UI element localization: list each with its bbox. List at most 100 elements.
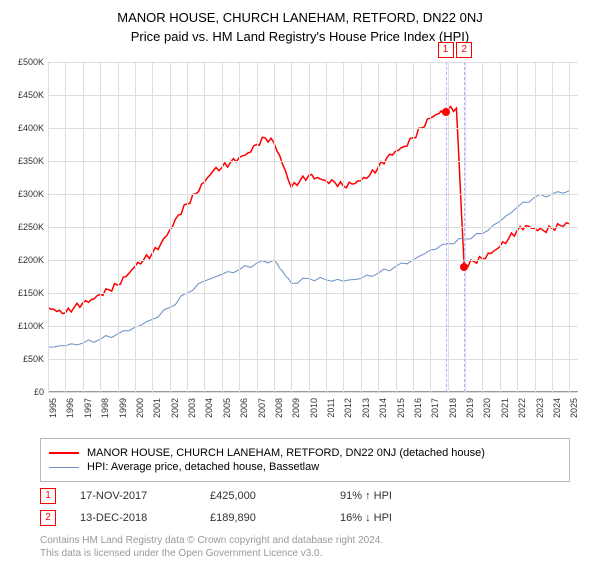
y-tick-label: £100K <box>4 321 44 331</box>
x-tick-label: 1996 <box>65 398 75 418</box>
gridline-v <box>535 62 536 392</box>
gridline-v <box>326 62 327 392</box>
x-tick-label: 2017 <box>430 398 440 418</box>
y-tick-label: £50K <box>4 354 44 364</box>
y-tick-label: £450K <box>4 90 44 100</box>
x-tick-label: 2001 <box>152 398 162 418</box>
events-table: 117-NOV-2017£425,00091% ↑ HPI 2 13-DEC-201… <box>40 488 460 532</box>
gridline-v <box>309 62 310 392</box>
x-tick-label: 2005 <box>222 398 232 418</box>
x-tick-label: 2012 <box>343 398 353 418</box>
gridline-v <box>239 62 240 392</box>
chart-subtitle: Price paid vs. HM Land Registry's House … <box>0 29 600 44</box>
y-tick-label: £300K <box>4 189 44 199</box>
gridline-v <box>396 62 397 392</box>
x-tick-label: 2002 <box>170 398 180 418</box>
footer-text: Contains HM Land Registry data © Crown c… <box>40 534 383 560</box>
footer-line2: This data is licensed under the Open Gov… <box>40 547 383 560</box>
marker-label-2: 2 <box>456 42 472 58</box>
event-date: 13-DEC-2018 <box>80 512 210 524</box>
gridline-v <box>413 62 414 392</box>
x-tick-label: 2015 <box>396 398 406 418</box>
legend-item: MANOR HOUSE, CHURCH LANEHAM, RETFORD, DN… <box>49 447 561 459</box>
y-tick-label: £350K <box>4 156 44 166</box>
y-tick-label: £200K <box>4 255 44 265</box>
x-tick-label: 1999 <box>118 398 128 418</box>
marker-line-2 <box>464 62 466 392</box>
x-tick-label: 2011 <box>326 398 336 417</box>
gridline-h <box>48 293 578 294</box>
gridline-v <box>500 62 501 392</box>
gridline-h <box>48 227 578 228</box>
gridline-h <box>48 62 578 63</box>
event-row: 2 13-DEC-2018£189,89016% ↓ HPI <box>40 510 460 526</box>
x-tick-label: 2020 <box>482 398 492 418</box>
legend-box: MANOR HOUSE, CHURCH LANEHAM, RETFORD, DN… <box>40 438 570 482</box>
event-price: £189,890 <box>210 512 340 524</box>
marker-label-1: 1 <box>438 42 454 58</box>
gridline-v <box>222 62 223 392</box>
gridline-h <box>48 260 578 261</box>
gridline-h <box>48 392 578 393</box>
gridline-v <box>430 62 431 392</box>
x-tick-label: 2009 <box>291 398 301 418</box>
marker-dot-2 <box>460 263 468 271</box>
x-tick-label: 2025 <box>569 398 579 418</box>
x-tick-label: 2010 <box>309 398 319 418</box>
x-tick-label: 2008 <box>274 398 284 418</box>
legend-label: HPI: Average price, detached house, Bass… <box>87 461 319 473</box>
gridline-v <box>187 62 188 392</box>
event-marker: 2 <box>40 510 56 526</box>
y-tick-label: £400K <box>4 123 44 133</box>
x-tick-label: 2019 <box>465 398 475 418</box>
legend-swatch <box>49 452 79 454</box>
gridline-v <box>48 62 49 392</box>
gridline-v <box>552 62 553 392</box>
gridline-v <box>378 62 379 392</box>
gridline-h <box>48 128 578 129</box>
x-tick-label: 1998 <box>100 398 110 418</box>
gridline-h <box>48 95 578 96</box>
chart-title: MANOR HOUSE, CHURCH LANEHAM, RETFORD, DN… <box>0 10 600 25</box>
marker-dot-1 <box>442 108 450 116</box>
y-tick-label: £250K <box>4 222 44 232</box>
gridline-v <box>343 62 344 392</box>
event-row: 117-NOV-2017£425,00091% ↑ HPI <box>40 488 460 504</box>
x-tick-label: 2003 <box>187 398 197 418</box>
x-tick-label: 2000 <box>135 398 145 418</box>
gridline-v <box>83 62 84 392</box>
gridline-v <box>569 62 570 392</box>
gridline-v <box>152 62 153 392</box>
gridline-v <box>274 62 275 392</box>
y-tick-label: £150K <box>4 288 44 298</box>
x-tick-label: 2014 <box>378 398 388 418</box>
x-tick-label: 2018 <box>448 398 458 418</box>
x-tick-label: 1997 <box>83 398 93 418</box>
gridline-h <box>48 161 578 162</box>
event-marker: 1 <box>40 488 56 504</box>
event-price: £425,000 <box>210 490 340 502</box>
gridline-v <box>135 62 136 392</box>
x-tick-label: 2021 <box>500 398 510 418</box>
gridline-h <box>48 359 578 360</box>
x-tick-label: 1995 <box>48 398 58 418</box>
x-tick-label: 2023 <box>535 398 545 418</box>
gridline-v <box>118 62 119 392</box>
event-hpi: 91% ↑ HPI <box>340 490 460 502</box>
x-tick-label: 2004 <box>204 398 214 418</box>
y-tick-label: £0 <box>4 387 44 397</box>
gridline-h <box>48 194 578 195</box>
gridline-v <box>100 62 101 392</box>
gridline-v <box>170 62 171 392</box>
gridline-v <box>361 62 362 392</box>
x-tick-label: 2013 <box>361 398 371 418</box>
event-hpi: 16% ↓ HPI <box>340 512 460 524</box>
x-tick-label: 2022 <box>517 398 527 418</box>
footer-line1: Contains HM Land Registry data © Crown c… <box>40 534 383 547</box>
gridline-h <box>48 326 578 327</box>
legend-item: HPI: Average price, detached house, Bass… <box>49 461 561 473</box>
legend-swatch <box>49 467 79 468</box>
x-tick-label: 2007 <box>257 398 267 418</box>
chart-plot-area: £0£50K£100K£150K£200K£250K£300K£350K£400… <box>48 62 578 392</box>
y-tick-label: £500K <box>4 57 44 67</box>
